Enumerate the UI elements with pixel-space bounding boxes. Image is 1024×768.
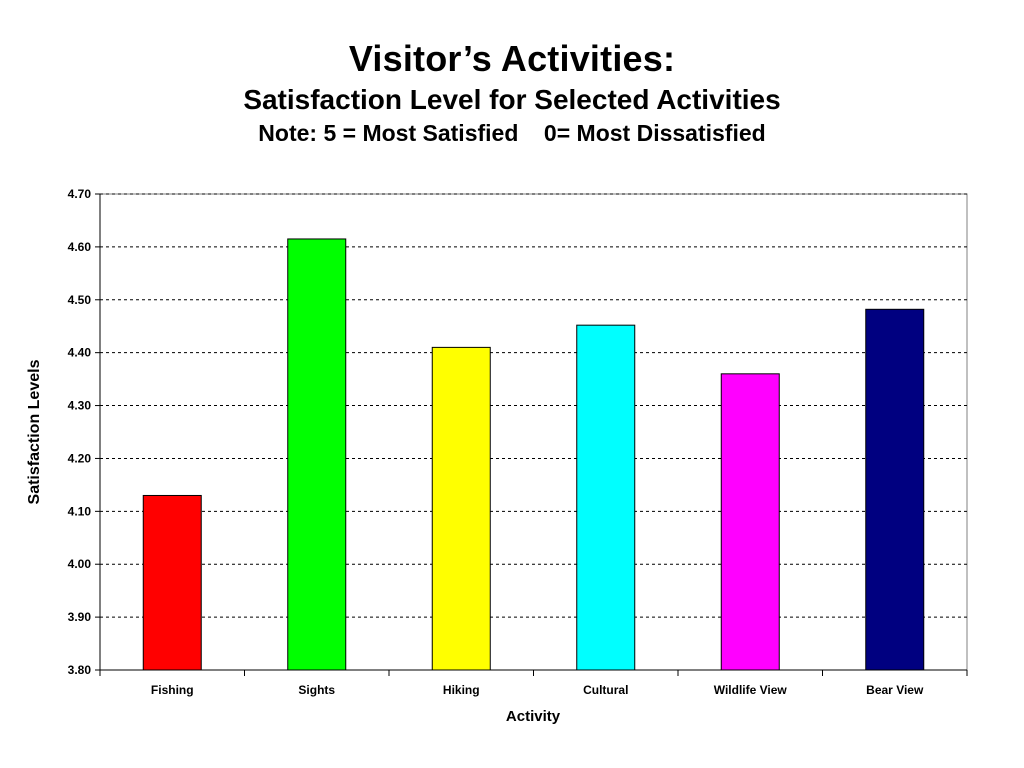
y-tick-label: 4.60 (68, 240, 92, 254)
y-tick-label: 4.30 (68, 399, 92, 413)
y-tick-label: 4.00 (68, 557, 92, 571)
bar-fishing (142, 494, 202, 671)
plot-area: 3.80 3.90 4.00 4.10 4.20 4.30 4.40 4.50 4.60 4.70… (68, 187, 968, 697)
chart-subtitle: Satisfaction Level for Selected Activiti… (243, 84, 781, 115)
chart-title: Visitor’s Activities: (348, 38, 676, 79)
x-tick-label: Cultural (583, 683, 628, 697)
y-tick-label: 4.70 (68, 187, 92, 201)
chart-note: Note: 5 = Most Satisfied 0= Most Dissati… (258, 120, 766, 146)
bar-cultural (576, 324, 636, 671)
y-axis-title: Satisfaction Levels (26, 359, 43, 504)
bar-sights (287, 238, 347, 671)
y-tick-label: 4.10 (68, 504, 92, 518)
y-tick-label: 3.90 (68, 610, 92, 624)
bar-hiking (431, 346, 491, 671)
y-tick-label: 4.40 (68, 346, 92, 360)
y-tick-label: 3.80 (68, 663, 92, 677)
chart-titles: Visitor’s Activities: Satisfaction Level… (0, 36, 1024, 148)
x-tick-label: Fishing (151, 683, 194, 697)
bar-wildlife-view (720, 373, 780, 671)
x-tick-label: Bear View (866, 683, 924, 697)
y-tick-label: 4.50 (68, 293, 92, 307)
x-tick-label: Wildlife View (714, 683, 788, 697)
x-tick-label: Hiking (443, 683, 480, 697)
x-axis-title: Activity (506, 708, 561, 725)
bar-bear-view (865, 308, 925, 671)
x-tick-label: Sights (298, 683, 335, 697)
y-tick-label: 4.20 (68, 451, 92, 465)
plot-frame (99, 193, 968, 671)
